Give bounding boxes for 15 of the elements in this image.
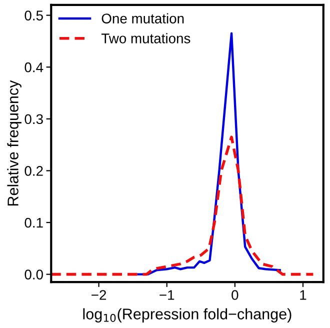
line-series [51, 136, 315, 276]
y-tick-label: 0.0 [24, 270, 43, 280]
legend-label: One mutation [102, 13, 184, 24]
x-tick-label: −1 [160, 290, 174, 300]
x-tick-label: 1 [300, 290, 306, 300]
y-tick-label: 0.5 [24, 10, 43, 20]
y-tick-label: 0.4 [24, 62, 44, 72]
y-tick-label: 0.2 [24, 166, 43, 176]
y-tick-label: 0.1 [24, 218, 43, 228]
x-tick-label: −2 [92, 290, 106, 300]
y-tick-label: 0.3 [24, 114, 43, 124]
y-axis-title: Relative frequency [7, 80, 22, 206]
legend-label: Two mutations [101, 33, 190, 44]
x-axis-title: log$_{10}$(Repression fold−change) [83, 308, 292, 322]
x-tick-label: 0 [232, 290, 238, 300]
